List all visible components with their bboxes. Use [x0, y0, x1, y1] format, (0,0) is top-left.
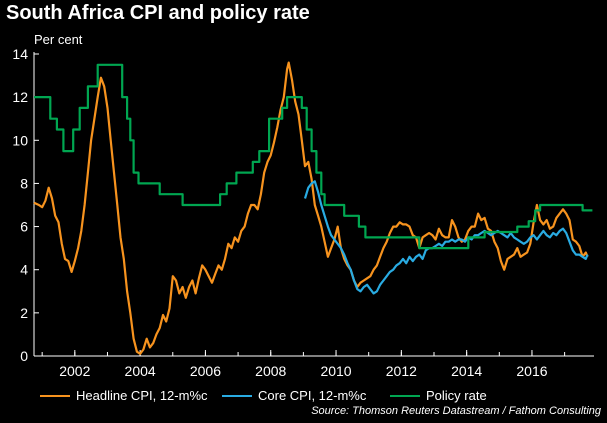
y-tick-label: 8 [20, 175, 28, 191]
y-tick-label: 6 [20, 219, 28, 235]
x-tick-label: 2004 [125, 363, 156, 379]
y-tick-label: 4 [20, 262, 28, 278]
x-tick-label: 2014 [451, 363, 482, 379]
legend-item-policy-rate: Policy rate [390, 388, 487, 403]
y-tick-label: 14 [12, 46, 28, 62]
legend-swatch-core-cpi [222, 395, 252, 397]
legend-label-headline-cpi: Headline CPI, 12-m%c [76, 388, 208, 403]
plot-area: 0 2 4 6 8 10 12 14 2002 2004 2006 2008 2010 2012 2014 2… [0, 0, 607, 388]
y-tick-label: 12 [12, 89, 28, 105]
legend-swatch-headline-cpi [40, 395, 70, 397]
x-tick-label: 2016 [516, 363, 547, 379]
y-tick-label: 0 [20, 348, 28, 364]
y-tick-label: 2 [20, 305, 28, 321]
series-layer [34, 63, 592, 354]
y-tick-label: 10 [12, 132, 28, 148]
x-tick-label: 2012 [386, 363, 417, 379]
x-tick-label: 2010 [320, 363, 351, 379]
legend-label-policy-rate: Policy rate [426, 388, 487, 403]
x-tick-label: 2008 [255, 363, 286, 379]
legend: Headline CPI, 12-m%c Core CPI, 12-m%c Po… [0, 388, 607, 406]
legend-label-core-cpi: Core CPI, 12-m%c [258, 388, 366, 403]
axes-layer: 0 2 4 6 8 10 12 14 2002 2004 2006 2008 2010 2012 2014 2… [12, 46, 594, 379]
legend-item-headline-cpi: Headline CPI, 12-m%c [40, 388, 208, 403]
source-note: Source: Thomson Reuters Datastream / Fat… [311, 405, 601, 417]
series-line-headline-cpi [34, 63, 588, 354]
x-tick-label: 2002 [59, 363, 90, 379]
legend-swatch-policy-rate [390, 395, 420, 397]
legend-item-core-cpi: Core CPI, 12-m%c [222, 388, 366, 403]
x-tick-label: 2006 [190, 363, 221, 379]
